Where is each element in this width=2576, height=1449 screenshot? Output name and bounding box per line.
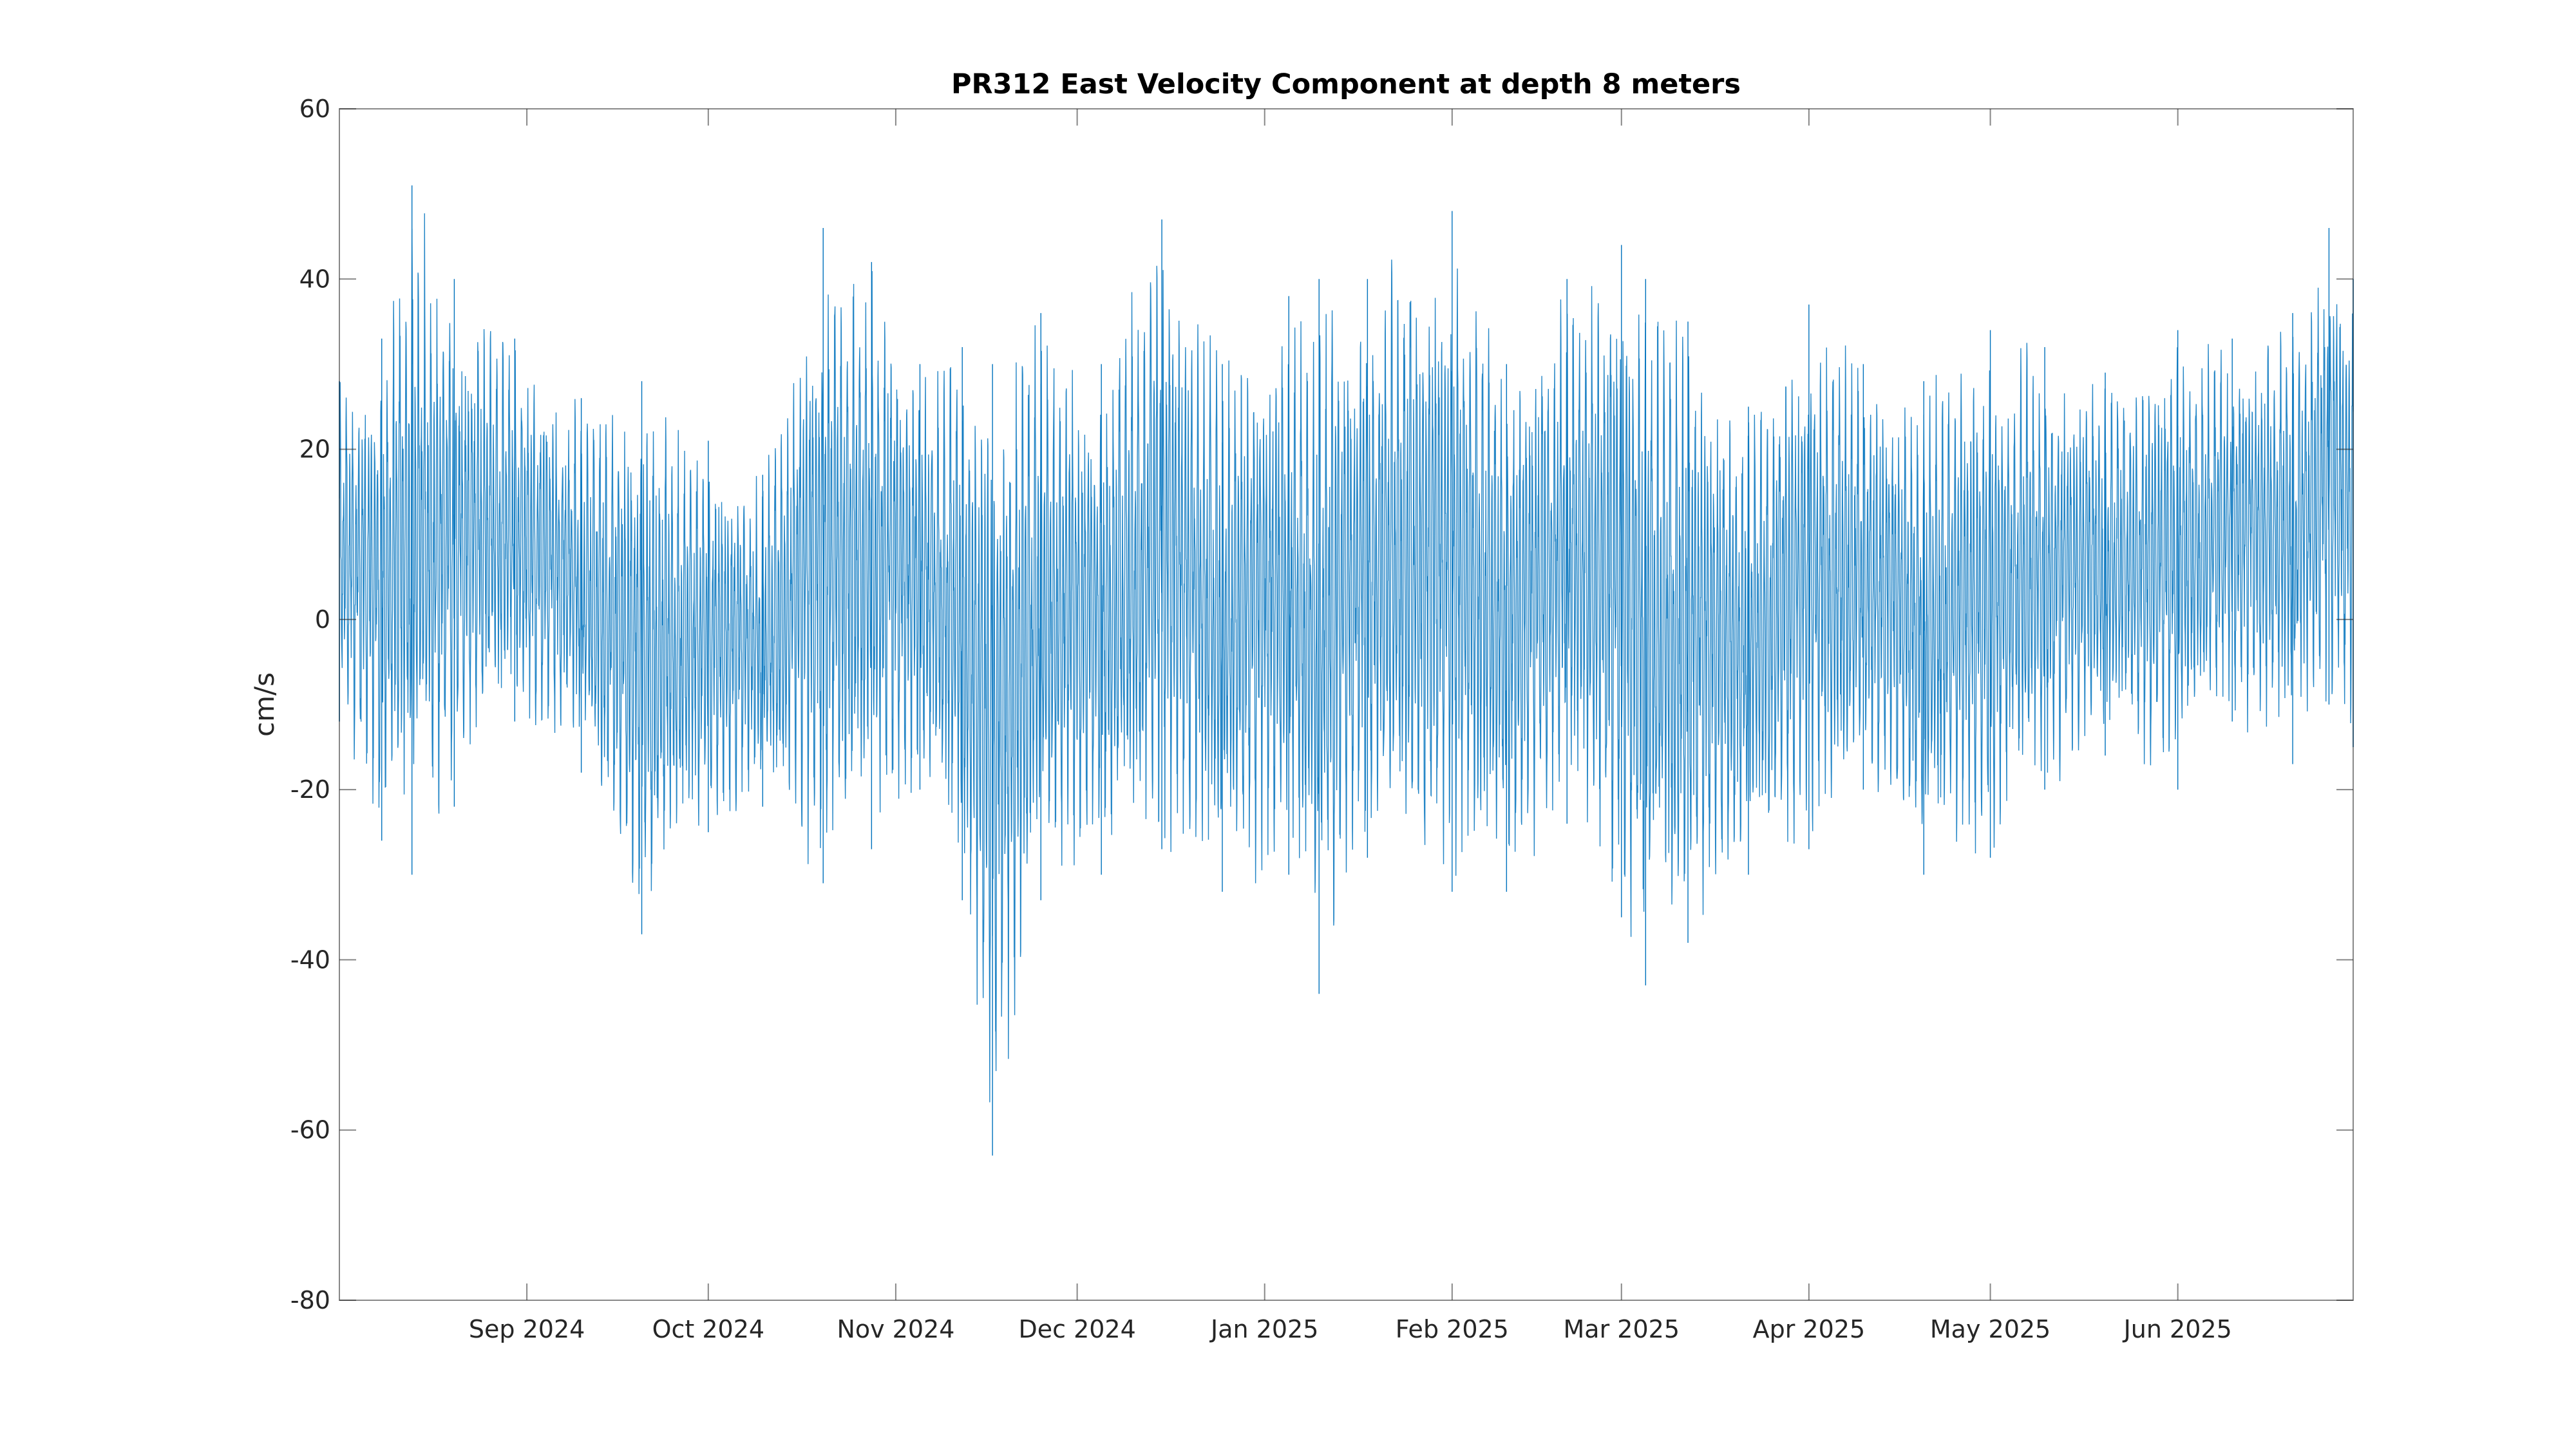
y-axis: 60 40 20 0 -20 -40 -60 -80 bbox=[290, 95, 2353, 1314]
x-tick-label: Sep 2024 bbox=[469, 1315, 585, 1343]
x-tick-label: Nov 2024 bbox=[837, 1315, 954, 1343]
y-tick-label: -20 bbox=[290, 775, 330, 804]
x-tick-label: Mar 2025 bbox=[1564, 1315, 1680, 1343]
y-tick-label: 40 bbox=[299, 265, 330, 293]
y-tick-label: -40 bbox=[290, 945, 330, 974]
y-tick-label: 60 bbox=[299, 95, 330, 123]
x-tick-label: Oct 2024 bbox=[652, 1315, 765, 1343]
y-tick-label: 20 bbox=[299, 435, 330, 464]
series-line bbox=[339, 213, 2354, 1103]
y-tick-label: -60 bbox=[290, 1116, 330, 1144]
y-tick-label: 0 bbox=[315, 605, 330, 634]
x-tick-label: Feb 2025 bbox=[1396, 1315, 1509, 1343]
x-tick-label: Jan 2025 bbox=[1209, 1315, 1318, 1343]
y-tick-label: -80 bbox=[290, 1286, 330, 1314]
x-axis: Sep 2024 Oct 2024 Nov 2024 Dec 2024 Jan 2025… bbox=[469, 109, 2232, 1343]
x-tick-label: Apr 2025 bbox=[1753, 1315, 1866, 1343]
y-axis-label: cm/s bbox=[249, 672, 280, 737]
series-layer bbox=[339, 185, 2354, 1156]
x-tick-label: May 2025 bbox=[1930, 1315, 2050, 1343]
x-tick-label: Jun 2025 bbox=[2123, 1315, 2232, 1343]
plot-box bbox=[339, 108, 2354, 1301]
plot-background bbox=[339, 109, 2353, 1300]
chart-title: PR312 East Velocity Component at depth 8… bbox=[951, 68, 1741, 100]
x-tick-label: Dec 2024 bbox=[1018, 1315, 1135, 1343]
